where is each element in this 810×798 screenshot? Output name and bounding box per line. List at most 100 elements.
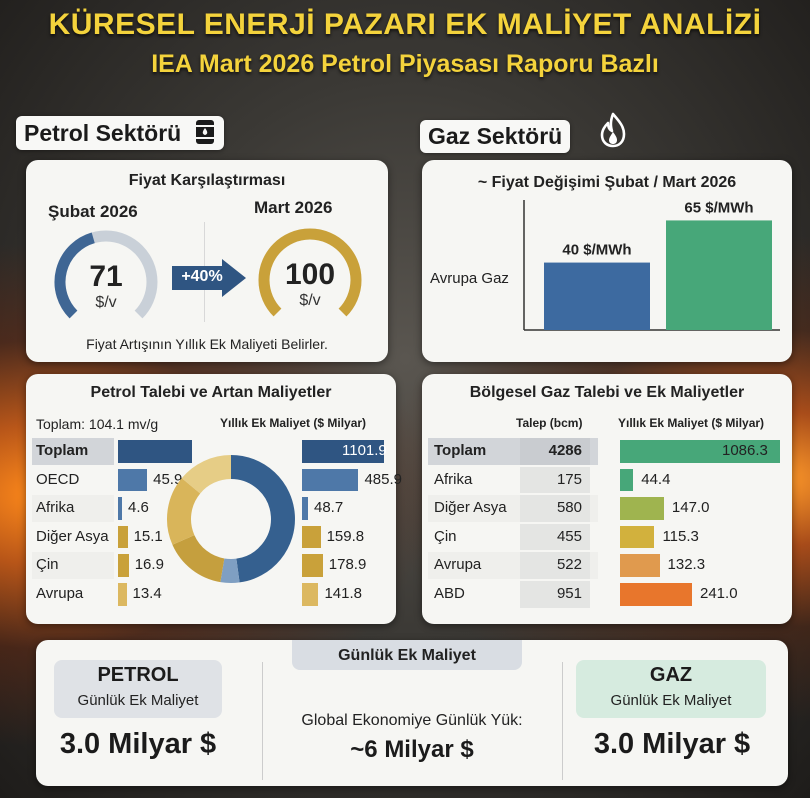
petrol-row-label: Avrupa: [36, 585, 84, 602]
petrol-demand-panel: Petrol Talebi ve Artan Maliyetler Toplam…: [26, 374, 402, 624]
petrol-daily-sub: Günlük Ek Maliyet: [77, 692, 199, 709]
gas-price-label-mar: 65 $/MWh: [684, 200, 753, 216]
gaz-daily-name: GAZ: [649, 664, 693, 686]
page-title: KÜRESEL ENERJİ PAZARI EK MALİYET ANALİZİ: [48, 8, 762, 41]
petrol-donut-chart: [167, 455, 295, 583]
gas-demand-value: 175: [556, 470, 582, 488]
petrol-demand-value: 4.6: [128, 499, 149, 517]
change-label: +40%: [181, 268, 223, 285]
petrol-row-label-bg: [32, 438, 114, 465]
petrol-demand-bar: [118, 468, 148, 492]
global-value: ~6 Milyar $: [350, 736, 474, 763]
oil-barrel-icon: [195, 120, 214, 144]
petrol-cost-value: 159.8: [326, 527, 365, 545]
petrol-price-panel: Fiyat Karşılaştırması Şubat 2026 Mart 20…: [26, 160, 388, 362]
gas-cost-bar: [620, 583, 692, 606]
mar-unit: $/v: [299, 292, 321, 309]
donut-slice-çin: [167, 478, 201, 545]
petrol-demand-bar: [118, 440, 192, 463]
feb-label: Şubat 2026: [48, 202, 138, 221]
donut-slice-diğer-asya: [172, 534, 225, 583]
gas-demand-value: 580: [556, 499, 582, 517]
gas-demand-cell-bg: [520, 581, 590, 608]
global-label: Global Ekonomiye Günlük Yük:: [301, 712, 523, 729]
donut-slice-oecd: [230, 455, 295, 583]
gas-row-label: Diğer Asya: [434, 499, 507, 517]
gas-cost-value: 44.4: [641, 470, 671, 488]
page-subtitle: IEA Mart 2026 Petrol Piyasası Raporu Baz…: [151, 50, 659, 78]
petrol-cost-value: 1101.9: [342, 442, 387, 459]
gas-price-panel: ~ Fiyat Değişimi Şubat / Mart 2026 Avrup…: [422, 160, 792, 362]
petrol-daily-box: [54, 660, 222, 718]
gas-row-label: Avrupa: [434, 556, 482, 574]
feb-unit: $/v: [95, 294, 117, 311]
petrol-row-label: OECD: [36, 470, 80, 488]
petrol-cost-value: 485.9: [364, 470, 402, 488]
gas-price-chart: 40 $/MWh 65 $/MWh: [523, 200, 780, 331]
gas-cost-value: 132.3: [667, 556, 706, 574]
petrol-demand-bar: [118, 554, 129, 577]
gaz-daily-value: 3.0 Milyar $: [593, 728, 751, 760]
petrol-row-label: Toplam: [36, 442, 89, 459]
gas-cost-value: 1086.3: [722, 442, 768, 459]
gas-cost-bar: [620, 468, 634, 492]
petrol-demand-value: 45.9: [153, 470, 183, 488]
gas-cost-value: 241.0: [700, 585, 738, 602]
petrol-cost-value: 141.8: [324, 585, 363, 602]
petrol-cost-bar: [302, 468, 359, 492]
gaz-section-label: Gaz Sektörü: [420, 120, 571, 153]
daily-title-tab: Günlük Ek Maliyet: [292, 640, 522, 670]
gas-demand-cell-bg: [520, 495, 590, 522]
petrol-demand-value: 15.1: [133, 527, 163, 545]
gas-demand-table: Toplam 4286 1086.3 Afrika 175 44.4 Diğer Asya 5…: [422, 438, 792, 618]
flame-icon: [600, 112, 626, 148]
petrol-demand-title: Petrol Talebi ve Artan Maliyetler: [90, 384, 332, 401]
petrol-demand-bar: [118, 497, 122, 520]
feb-value: 71: [89, 260, 123, 293]
gas-row-label: ABD: [434, 585, 465, 602]
petrol-row-label-bg: [32, 495, 114, 522]
petrol-demand-value: 13.4: [132, 585, 162, 602]
gas-cost-value: 147.0: [671, 499, 710, 517]
feb-gauge: [54, 230, 158, 319]
petrol-demand-table: Toplam 1101.9 OECD 45.9 485.9 Afrika 4.6 48.7 Di…: [26, 438, 402, 618]
gaz-daily-sub: Günlük Ek Maliyet: [610, 692, 732, 709]
donut-slice-afrika: [220, 558, 240, 583]
petrol-demand-bar: [118, 583, 127, 606]
petrol-cost-bar: [302, 583, 319, 606]
mar-label: Mart 2026: [254, 198, 333, 217]
petrol-cost-header: Yıllık Ek Maliyet ($ Milyar): [220, 416, 367, 430]
gas-price-label-feb: 40 $/MWh: [562, 242, 631, 259]
gas-row-label: Çin: [434, 527, 457, 545]
gas-price-bar-mar: [666, 220, 772, 330]
donut-slice-avrupa: [181, 455, 232, 494]
petrol-section-label: Petrol Sektörü: [16, 116, 224, 150]
gas-demand-cell-bg: [520, 552, 590, 579]
gas-demand-title: Bölgesel Gaz Talebi ve Ek Maliyetler: [469, 384, 745, 401]
gas-demand-header: Talep (bcm): [516, 416, 583, 430]
gaz-daily-box: [576, 660, 766, 718]
gas-cost-bar: [620, 497, 664, 520]
gas-demand-cell-bg: [520, 523, 590, 551]
gas-cost-bar: [620, 525, 655, 549]
gas-cost-bar: [620, 554, 660, 577]
petrol-row-label: Afrika: [36, 499, 75, 517]
petrol-demand-value: 16.9: [134, 556, 164, 574]
gas-demand-cell-bg: [520, 466, 590, 494]
gas-demand-cell-bg: [520, 438, 590, 465]
petrol-cost-bar: [302, 554, 323, 577]
price-note: Fiyat Artışının Yıllık Ek Maliyeti Belir…: [86, 336, 328, 352]
gas-cost-header: Yıllık Ek Maliyet ($ Milyar): [618, 416, 765, 430]
gas-demand-value: 522: [556, 556, 582, 574]
daily-panel: Günlük Ek Maliyet PETROL Günlük Ek Maliy…: [36, 640, 788, 786]
gaz-section-text: Gaz Sektörü: [428, 123, 563, 149]
petrol-daily-value: 3.0 Milyar $: [59, 728, 217, 760]
gas-demand-value: 4286: [548, 442, 582, 459]
gas-cost-bar: [620, 440, 780, 463]
petrol-row-label-bg: [32, 552, 114, 579]
gas-row-label: Afrika: [434, 470, 473, 488]
gas-demand-value: 455: [556, 527, 582, 545]
petrol-cost-bar: [302, 497, 308, 520]
petrol-total-label: Toplam: 104.1 mv/g: [36, 416, 159, 432]
gas-cost-value: 115.3: [662, 527, 699, 545]
